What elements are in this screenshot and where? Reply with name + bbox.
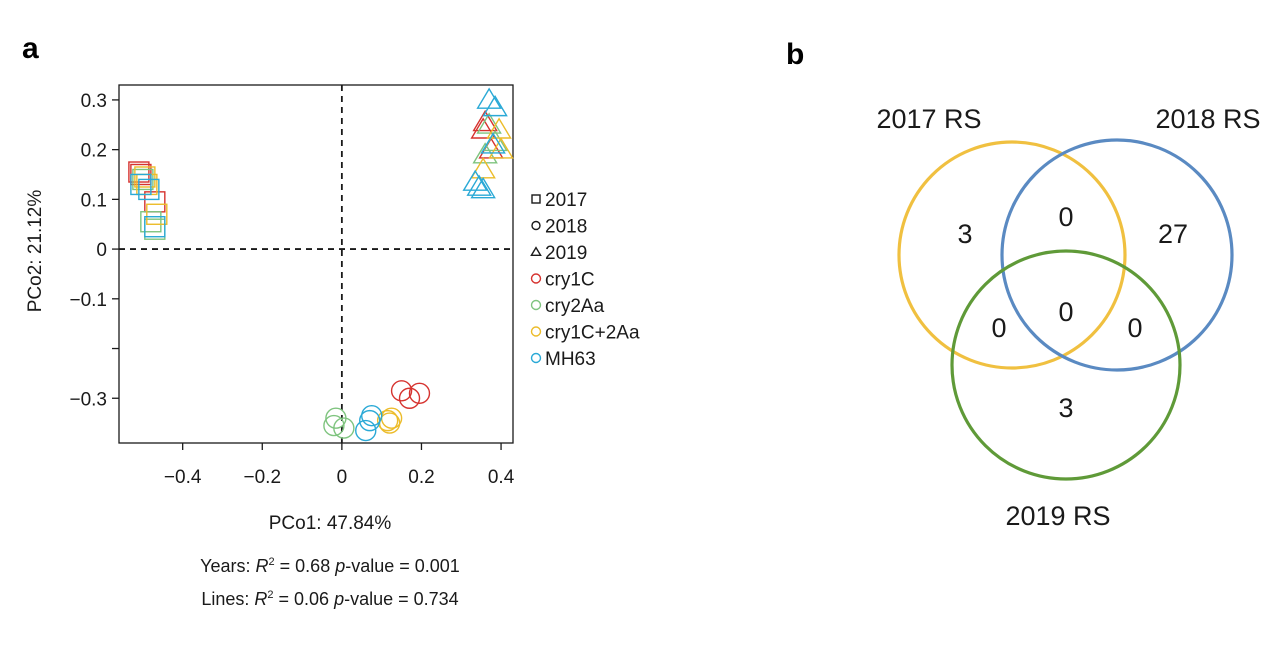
y-tick-label: 0 [96, 240, 107, 261]
point-2019-mh63 [480, 132, 506, 154]
legend-label-year: 2019 [545, 243, 587, 264]
point-2018-mh63 [355, 419, 377, 442]
legend-circle-icon [530, 352, 542, 364]
y-tick-label: −0.1 [69, 290, 107, 311]
venn-count-only-2018: 27 [1158, 219, 1188, 249]
legend-label-year: 2017 [545, 190, 587, 211]
x-axis-label: PCo1: 47.84% [269, 513, 392, 534]
point-2017-mh63 [144, 216, 166, 238]
x-tick-label: 0 [337, 467, 348, 488]
legend-circle-icon [530, 273, 542, 284]
x-tick-label: −0.2 [244, 467, 282, 488]
point-2018-mh63 [359, 409, 381, 432]
venn-circle-2018 [1000, 138, 1234, 372]
x-tick-label: 0.2 [408, 467, 434, 488]
y-tick-label: 0.1 [81, 190, 107, 211]
stats-annotations: Years: R2 = 0.68 p-value = 0.001 Lines: R… [200, 556, 460, 609]
venn-diagram: 2017 RS 2018 RS 2019 RS 3 0 27 0 0 0 3 [876, 104, 1260, 531]
y-tick-label: 0.3 [81, 91, 107, 112]
point-2018-cry2aa [333, 417, 355, 439]
point-2019-cry1c-2aa [488, 137, 514, 159]
plot-frame [118, 84, 514, 444]
y-tick-label: 0.2 [81, 141, 107, 162]
venn-set-label-2019: 2019 RS [1005, 501, 1110, 531]
venn-count-2017-2019: 0 [991, 313, 1006, 343]
venn-count-all: 0 [1058, 297, 1073, 327]
legend-triangle-icon [530, 246, 542, 257]
point-2017-cry2aa [140, 211, 162, 233]
venn-count-only-2019: 3 [1058, 393, 1073, 423]
point-2017-cry1c-2aa [146, 203, 168, 225]
point-2019-cry1c-2aa [486, 117, 512, 139]
point-2018-cry2aa [323, 414, 345, 437]
stats-line: Years: R2 = 0.68 p-value = 0.001 [200, 556, 460, 576]
legend-label-line: cry1C [545, 270, 595, 291]
point-2019-mh63 [462, 169, 488, 191]
x-tick-label: 0.4 [488, 467, 515, 488]
point-2017-cry1c-2aa [134, 166, 156, 188]
legend-label-line: cry2Aa [545, 296, 605, 317]
legend-label-line: cry1C+2Aa [545, 323, 640, 344]
venn-count-2018-2019: 0 [1127, 313, 1142, 343]
legend-circle-icon [530, 299, 542, 311]
point-2019-cry1c [472, 109, 498, 132]
point-2019-mh63 [476, 87, 502, 109]
legend-label-line: MH63 [545, 349, 596, 370]
legend-circle-icon [531, 220, 541, 231]
point-2019-mh63 [470, 177, 496, 199]
point-2017-mh63 [138, 178, 160, 201]
legend-circle-icon [530, 326, 542, 337]
x-axis: −0.4 −0.2 0 0.2 0.4 [164, 443, 515, 488]
point-2019-cry1c [470, 117, 496, 139]
x-tick-label: −0.4 [164, 467, 202, 488]
venn-circle-2019 [950, 249, 1182, 481]
point-2018-cry1c-2aa [376, 409, 399, 432]
legend-square-icon [531, 194, 541, 204]
y-axis: 0.3 0.2 0.1 0 −0.1 −0.3 [69, 91, 119, 410]
y-tick-label: −0.3 [69, 389, 107, 410]
point-2017-mh63 [130, 173, 152, 196]
point-2019-mh63 [482, 95, 508, 117]
point-2019-cry2aa [476, 112, 502, 134]
legend: 2017 2018 2019 cry1C cry2Aa cry1C+2Aa MH63 [530, 190, 640, 370]
point-2018-cry1c [390, 380, 413, 402]
venn-count-2017-2018: 0 [1058, 202, 1073, 232]
y-axis-label: PCo2: 21.12% [25, 190, 46, 313]
venn-count-only-2017: 3 [957, 219, 972, 249]
pcoa-plot: −0.4 −0.2 0 0.2 0.4 0.3 0.2 0.1 0 −0.1 −0.3 PCo1:… [25, 84, 640, 609]
point-2018-cry1c [398, 387, 421, 409]
venn-circle-2017 [897, 140, 1127, 370]
panel-b-letter: b [786, 38, 804, 71]
stats-line: Lines: R2 = 0.06 p-value = 0.734 [201, 589, 458, 609]
point-2018-cry1c [408, 382, 431, 404]
point-2019-mh63 [466, 174, 492, 196]
legend-label-year: 2018 [545, 217, 587, 238]
data-points [128, 87, 514, 442]
panel-a-letter: a [22, 32, 39, 65]
venn-set-label-2017: 2017 RS [876, 104, 981, 134]
venn-set-label-2018: 2018 RS [1155, 104, 1260, 134]
